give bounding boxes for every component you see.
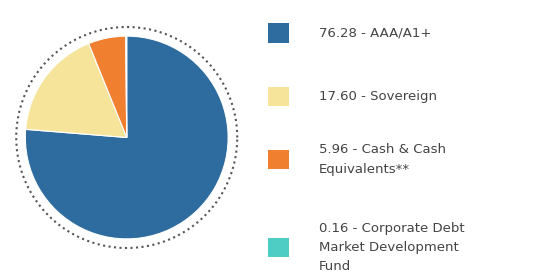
Text: Market Development: Market Development <box>319 241 458 254</box>
Text: Equivalents**: Equivalents** <box>319 163 410 176</box>
FancyBboxPatch shape <box>268 23 289 43</box>
Text: 17.60 - Sovereign: 17.60 - Sovereign <box>319 90 437 103</box>
Wedge shape <box>89 36 127 138</box>
FancyBboxPatch shape <box>268 87 289 106</box>
Text: 0.16 - Corporate Debt: 0.16 - Corporate Debt <box>319 222 464 235</box>
Text: 5.96 - Cash & Cash: 5.96 - Cash & Cash <box>319 143 446 156</box>
FancyBboxPatch shape <box>268 150 289 169</box>
FancyBboxPatch shape <box>268 238 289 257</box>
Text: Fund: Fund <box>319 260 351 273</box>
Wedge shape <box>26 43 127 138</box>
Wedge shape <box>126 36 127 138</box>
Wedge shape <box>25 36 228 239</box>
Text: 76.28 - AAA/A1+: 76.28 - AAA/A1+ <box>319 26 431 40</box>
